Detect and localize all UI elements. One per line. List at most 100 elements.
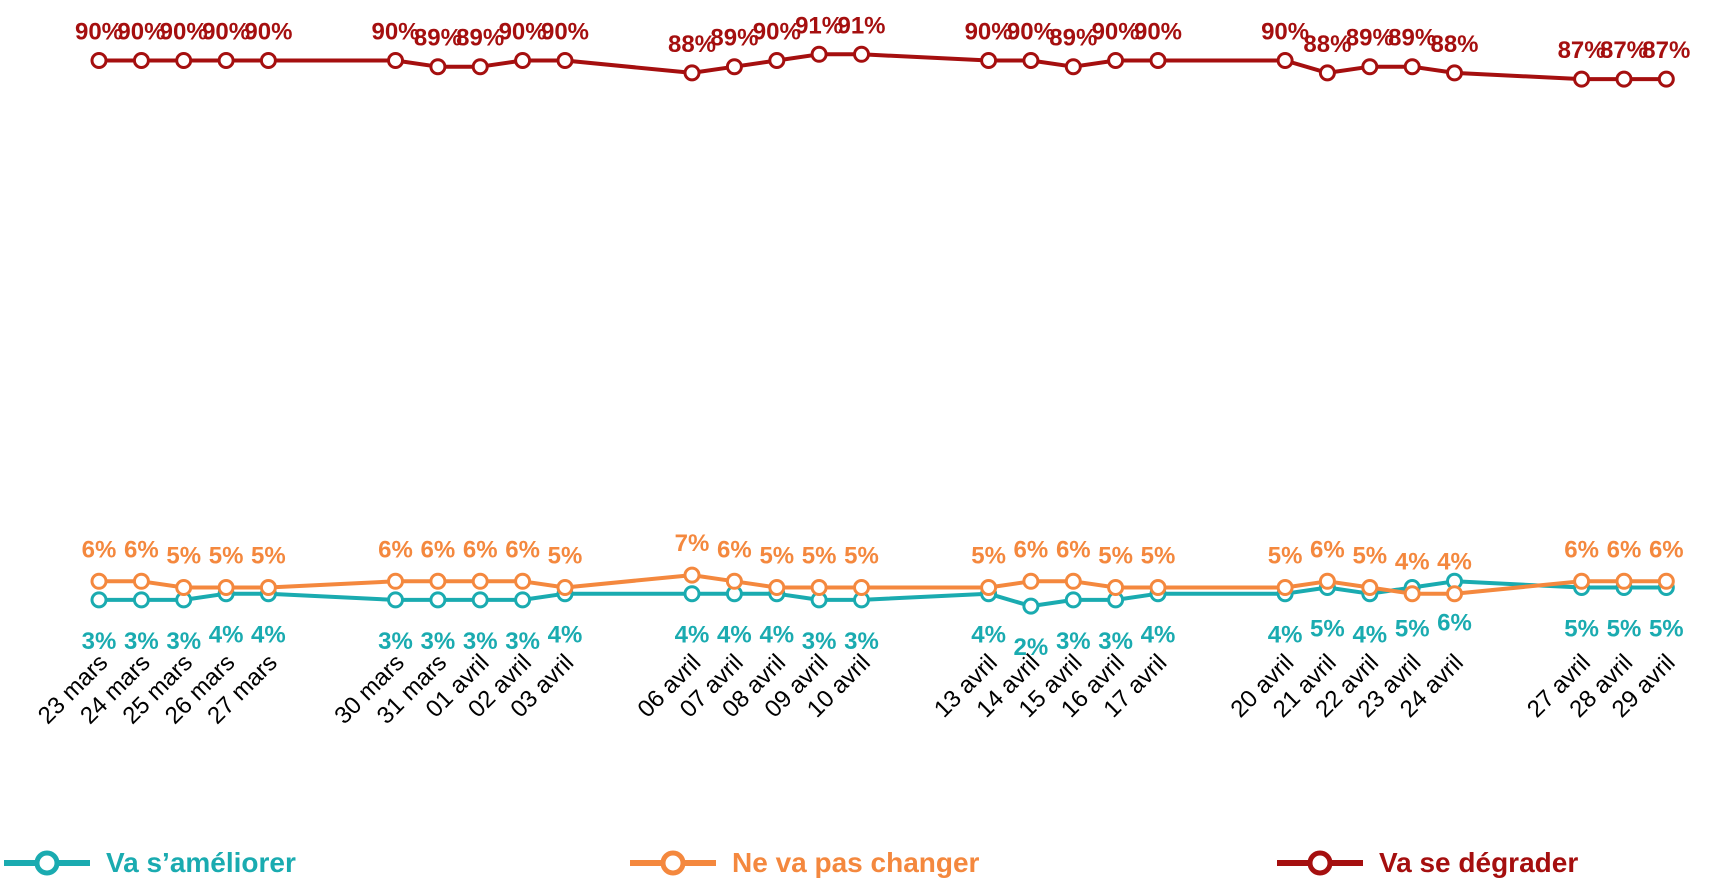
data-label-degrader: 91%	[795, 12, 843, 39]
data-point-pas_changer	[1107, 579, 1125, 596]
data-label-pas_changer: 6%	[378, 536, 413, 563]
data-point-degrader	[725, 58, 743, 76]
data-label-ameliorer: 3%	[124, 628, 159, 655]
data-label-pas_changer: 6%	[1564, 536, 1599, 563]
data-point-ameliorer	[90, 591, 108, 609]
data-point-pas_changer	[1657, 572, 1675, 590]
data-point-degrader	[259, 52, 277, 69]
data-point-pas_changer	[1318, 572, 1336, 590]
data-point-degrader	[556, 52, 574, 69]
data-point-degrader	[1573, 70, 1591, 88]
data-label-pas_changer: 6%	[1607, 536, 1642, 563]
series-line-degrader	[99, 52, 1667, 82]
data-label-pas_changer: 5%	[1268, 543, 1303, 570]
data-label-pas_changer: 7%	[675, 530, 710, 557]
data-label-pas_changer: 5%	[971, 543, 1006, 570]
data-label-ameliorer: 6%	[1437, 609, 1472, 636]
data-point-ameliorer	[387, 591, 404, 609]
data-label-degrader: 90%	[117, 19, 165, 46]
data-label-pas_changer: 5%	[844, 543, 879, 570]
data-point-degrader	[1064, 58, 1082, 76]
data-point-degrader	[429, 58, 447, 76]
data-point-degrader	[1276, 52, 1294, 69]
data-label-ameliorer: 3%	[1056, 628, 1091, 655]
data-label-degrader: 90%	[202, 19, 250, 46]
data-point-degrader	[853, 45, 870, 63]
data-point-pas_changer	[683, 566, 701, 584]
data-label-pas_changer: 6%	[1649, 536, 1684, 563]
data-label-pas_changer: 6%	[1014, 536, 1049, 563]
data-point-ameliorer	[429, 591, 447, 609]
data-label-ameliorer: 3%	[82, 628, 117, 655]
data-label-ameliorer: 3%	[421, 628, 456, 655]
legend-item-ne-va-pas-changer: Ne va pas changer	[630, 847, 979, 878]
data-label-degrader: 87%	[1642, 37, 1690, 64]
data-label-degrader: 89%	[1049, 25, 1097, 52]
data-label-ameliorer: 3%	[802, 628, 837, 655]
data-label-degrader: 89%	[1346, 25, 1394, 52]
data-label-pas_changer: 5%	[251, 543, 286, 570]
data-label-degrader: 90%	[499, 19, 547, 46]
series-line-pas_changer	[99, 573, 1667, 596]
data-point-pas_changer	[1615, 572, 1633, 590]
data-label-ameliorer: 3%	[1098, 628, 1133, 655]
data-label-degrader: 89%	[710, 25, 758, 52]
data-point-degrader	[471, 58, 489, 76]
data-label-pas_changer: 5%	[166, 543, 201, 570]
data-label-pas_changer: 4%	[1395, 549, 1430, 576]
data-point-degrader	[683, 64, 701, 82]
data-label-degrader: 91%	[837, 12, 885, 39]
data-labels: 3% 3% 3% 4% 4% 3% 3% 3% 3% 4% 4% 4% 4% 3% 3% 4% 2% 3% 3% 4%…	[75, 12, 1690, 661]
data-point-degrader	[1022, 52, 1040, 69]
data-label-ameliorer: 3%	[844, 628, 879, 655]
data-point-degrader	[1361, 58, 1379, 76]
legend-label-ameliorer: Va s’améliorer	[106, 847, 296, 878]
data-label-degrader: 90%	[753, 19, 801, 46]
data-label-ameliorer: 3%	[463, 628, 498, 655]
data-label-pas_changer: 6%	[1310, 536, 1345, 563]
data-label-degrader: 89%	[414, 25, 462, 52]
data-point-degrader	[90, 52, 108, 69]
data-point-degrader	[514, 52, 532, 69]
data-point-ameliorer	[471, 591, 489, 609]
data-point-degrader	[1446, 64, 1463, 82]
data-point-pas_changer	[556, 579, 574, 596]
legend-label-degrader: Va se dégrader	[1379, 847, 1579, 878]
data-point-pas_changer	[217, 579, 235, 596]
data-point-degrader	[1403, 58, 1421, 76]
data-point-pas_changer	[90, 572, 108, 590]
data-label-ameliorer: 4%	[1268, 622, 1303, 649]
data-label-degrader: 90%	[1261, 19, 1309, 46]
data-label-ameliorer: 4%	[1352, 622, 1387, 649]
legend-item-va-s-ameliorer: Va s’améliorer	[4, 847, 296, 878]
legend-item-va-se-degrader: Va se dégrader	[1277, 847, 1579, 878]
data-point-pas_changer	[853, 579, 870, 596]
data-point-pas_changer	[725, 572, 743, 590]
data-label-degrader: 88%	[1430, 31, 1478, 58]
data-label-pas_changer: 5%	[209, 543, 244, 570]
data-label-ameliorer: 3%	[505, 628, 540, 655]
data-label-degrader: 90%	[1092, 19, 1140, 46]
data-point-ameliorer	[514, 591, 532, 609]
data-label-pas_changer: 6%	[82, 536, 117, 563]
data-label-pas_changer: 4%	[1437, 549, 1472, 576]
legend-line-marker-degrader	[1277, 850, 1363, 876]
data-point-pas_changer	[514, 572, 532, 590]
data-label-ameliorer: 5%	[1649, 616, 1684, 643]
data-point-pas_changer	[132, 572, 150, 590]
data-point-pas_changer	[980, 579, 998, 596]
data-label-pas_changer: 5%	[548, 543, 583, 570]
data-point-degrader	[1107, 52, 1125, 69]
data-point-pas_changer	[1403, 585, 1421, 603]
data-point-ameliorer	[683, 585, 701, 603]
data-label-pas_changer: 5%	[759, 543, 794, 570]
data-label-ameliorer: 4%	[759, 622, 794, 649]
legend-line-marker-pas-changer	[630, 850, 716, 876]
data-label-ameliorer: 4%	[548, 622, 583, 649]
data-point-pas_changer	[175, 579, 193, 596]
data-label-ameliorer: 4%	[717, 622, 752, 649]
data-point-degrader	[217, 52, 235, 69]
data-point-pas_changer	[1149, 579, 1167, 596]
data-point-pas_changer	[259, 579, 277, 596]
data-label-ameliorer: 5%	[1310, 616, 1345, 643]
